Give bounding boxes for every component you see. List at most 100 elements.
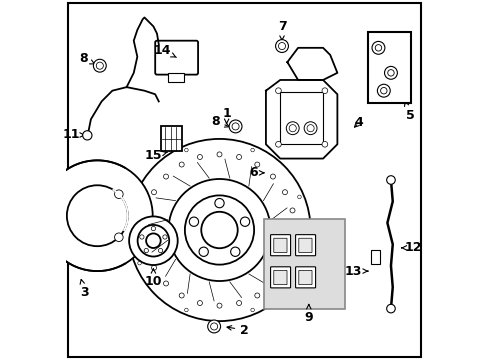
- Circle shape: [67, 185, 127, 246]
- FancyBboxPatch shape: [273, 238, 286, 252]
- Bar: [167, 73, 183, 82]
- Circle shape: [240, 217, 249, 226]
- Circle shape: [163, 174, 168, 179]
- Circle shape: [163, 235, 167, 239]
- Circle shape: [322, 141, 327, 147]
- Circle shape: [282, 190, 287, 195]
- Circle shape: [93, 59, 106, 72]
- Circle shape: [184, 148, 188, 152]
- Circle shape: [292, 228, 297, 233]
- Circle shape: [386, 176, 394, 184]
- Circle shape: [371, 41, 384, 54]
- Circle shape: [214, 198, 224, 208]
- Circle shape: [275, 141, 281, 147]
- Circle shape: [230, 247, 240, 256]
- Text: 9: 9: [304, 305, 312, 324]
- Circle shape: [229, 120, 242, 133]
- Circle shape: [42, 160, 152, 271]
- Circle shape: [374, 45, 381, 51]
- Circle shape: [275, 40, 288, 53]
- Text: 8: 8: [210, 114, 229, 127]
- Circle shape: [270, 174, 275, 179]
- Circle shape: [217, 303, 222, 308]
- Circle shape: [275, 88, 281, 94]
- FancyBboxPatch shape: [295, 235, 315, 256]
- Circle shape: [380, 87, 386, 94]
- Bar: [367, 32, 410, 103]
- Text: 14: 14: [153, 44, 176, 57]
- Circle shape: [138, 261, 141, 265]
- Circle shape: [189, 217, 198, 226]
- Circle shape: [141, 228, 146, 233]
- Circle shape: [138, 195, 141, 199]
- Circle shape: [151, 190, 156, 195]
- Text: 2: 2: [226, 324, 248, 337]
- Circle shape: [254, 162, 259, 167]
- Circle shape: [236, 154, 241, 159]
- Circle shape: [289, 208, 294, 213]
- Circle shape: [285, 122, 299, 135]
- Circle shape: [158, 248, 163, 253]
- Text: 6: 6: [248, 166, 264, 179]
- Text: 11: 11: [62, 129, 84, 141]
- Circle shape: [151, 226, 155, 231]
- Text: 5: 5: [404, 102, 414, 122]
- Circle shape: [184, 195, 254, 265]
- Circle shape: [179, 293, 184, 298]
- Text: 7: 7: [277, 20, 286, 40]
- Circle shape: [282, 265, 287, 270]
- Circle shape: [114, 190, 123, 198]
- Circle shape: [179, 162, 184, 167]
- Text: 3: 3: [80, 279, 89, 299]
- Circle shape: [254, 293, 259, 298]
- FancyBboxPatch shape: [270, 235, 290, 256]
- Circle shape: [143, 247, 149, 252]
- Text: 12: 12: [401, 241, 421, 255]
- FancyBboxPatch shape: [298, 270, 311, 285]
- Circle shape: [250, 148, 254, 152]
- Circle shape: [163, 281, 168, 286]
- Circle shape: [129, 216, 177, 265]
- Text: 10: 10: [144, 269, 162, 288]
- Circle shape: [250, 308, 254, 312]
- Circle shape: [137, 225, 169, 257]
- FancyBboxPatch shape: [298, 238, 311, 252]
- Circle shape: [270, 281, 275, 286]
- Circle shape: [207, 320, 220, 333]
- Circle shape: [210, 323, 217, 330]
- Circle shape: [297, 261, 301, 265]
- FancyBboxPatch shape: [273, 270, 286, 285]
- Circle shape: [146, 233, 161, 248]
- Circle shape: [384, 66, 397, 79]
- Circle shape: [232, 123, 239, 130]
- Circle shape: [386, 304, 394, 313]
- Circle shape: [168, 179, 270, 281]
- Text: 15: 15: [144, 149, 167, 162]
- Bar: [160, 126, 182, 152]
- FancyBboxPatch shape: [295, 267, 315, 288]
- Circle shape: [140, 235, 143, 239]
- Circle shape: [144, 248, 148, 253]
- FancyBboxPatch shape: [270, 267, 290, 288]
- Circle shape: [289, 247, 294, 252]
- Text: 1: 1: [222, 107, 230, 123]
- Circle shape: [199, 247, 208, 256]
- Bar: [370, 249, 380, 264]
- Circle shape: [184, 308, 188, 312]
- Text: 4: 4: [354, 116, 363, 129]
- Circle shape: [288, 125, 296, 132]
- Bar: [280, 93, 323, 144]
- Circle shape: [82, 131, 92, 140]
- FancyBboxPatch shape: [155, 41, 198, 75]
- Circle shape: [201, 212, 237, 248]
- Circle shape: [322, 88, 327, 94]
- Text: 8: 8: [79, 52, 94, 65]
- Circle shape: [217, 152, 222, 157]
- Circle shape: [377, 84, 389, 97]
- Circle shape: [114, 233, 123, 242]
- Circle shape: [197, 301, 202, 306]
- Circle shape: [197, 154, 202, 159]
- Circle shape: [306, 125, 313, 132]
- Circle shape: [304, 122, 316, 135]
- Circle shape: [387, 69, 393, 76]
